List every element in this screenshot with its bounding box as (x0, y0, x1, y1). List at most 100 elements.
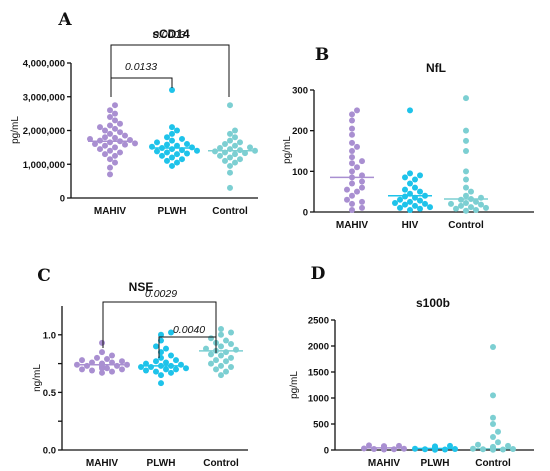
data-point (112, 134, 118, 141)
data-point (143, 367, 149, 374)
y-tick-label: 1.0 (43, 330, 56, 341)
data-point (247, 144, 253, 151)
data-point (391, 446, 397, 453)
data-point (169, 87, 175, 93)
data-point (89, 359, 95, 366)
data-point (366, 442, 372, 449)
data-point (122, 141, 128, 148)
data-point (117, 120, 123, 127)
data-point (208, 360, 214, 367)
data-point (232, 134, 238, 141)
data-point (490, 434, 496, 440)
data-point (163, 359, 169, 366)
data-point (109, 359, 115, 366)
y-axis-label: pg/mL (289, 371, 300, 399)
data-point (407, 107, 413, 114)
y-tick-label: 0.5 (43, 388, 57, 399)
data-point (217, 145, 223, 152)
data-point (102, 142, 108, 149)
data-point (402, 186, 408, 193)
data-point (173, 366, 179, 373)
panel-B: B NfL pg/mL 0 100 200 300 MAHIV HIV Control (282, 45, 534, 231)
data-point (153, 368, 159, 375)
data-point (463, 200, 469, 207)
data-point (417, 188, 423, 195)
data-point (232, 127, 238, 134)
data-point (448, 200, 454, 207)
data-point (371, 445, 377, 452)
data-point (344, 186, 350, 193)
data-point (169, 130, 175, 137)
data-point (164, 157, 170, 164)
y-axis-label: pg/mL (282, 136, 293, 164)
data-point (217, 152, 223, 159)
x-tick-label: MAHIV (368, 458, 401, 469)
data-point (117, 149, 123, 156)
data-point (223, 358, 229, 365)
data-point (169, 137, 175, 144)
data-point (109, 368, 115, 375)
data-point (349, 139, 355, 146)
data-point (114, 362, 120, 369)
data-point (107, 114, 113, 120)
data-point (407, 180, 413, 187)
data-point (107, 171, 113, 178)
data-point (218, 352, 224, 359)
data-point (104, 365, 110, 372)
data-point (227, 169, 233, 176)
x-tick-label: PLWH (147, 458, 176, 469)
panel-letter: B (315, 45, 329, 65)
data-point (223, 349, 229, 356)
data-point (412, 184, 418, 191)
data-point (402, 201, 408, 208)
data-point (222, 157, 228, 164)
data-point (222, 141, 228, 147)
data-point (107, 147, 113, 154)
data-point (153, 343, 159, 350)
data-point (468, 188, 474, 195)
panel-letter: D (311, 264, 326, 284)
data-point (213, 357, 219, 364)
data-point (164, 149, 170, 156)
data-point (102, 127, 108, 134)
data-point (417, 197, 423, 204)
data-point (163, 345, 169, 352)
data-point (349, 111, 355, 118)
data-point (447, 442, 453, 449)
data-point (349, 148, 355, 154)
data-point (232, 142, 238, 149)
data-point (463, 148, 469, 154)
data-point (99, 339, 105, 346)
data-point (228, 364, 234, 371)
data-point (79, 366, 85, 373)
data-point (359, 184, 365, 191)
p-value-label: 0.0040 (173, 324, 205, 336)
data-point (218, 372, 224, 379)
data-point (422, 200, 428, 207)
data-point (349, 125, 355, 132)
x-tick-label: Control (475, 458, 511, 469)
y-tick-label: 0 (60, 194, 65, 205)
y-tick-label: 1500 (308, 368, 329, 379)
data-point (227, 154, 233, 161)
data-point (223, 368, 229, 375)
data-point (74, 361, 80, 368)
data-point (112, 152, 118, 159)
x-tick-label: Control (448, 220, 484, 231)
panel-C: C NSE ng/mL 0.0 0.5 1.0 MAHIV PLWH Control 0.0029… (32, 266, 248, 469)
data-point (184, 150, 190, 157)
data-point (107, 139, 113, 146)
data-point (344, 196, 350, 203)
data-point (227, 137, 233, 144)
p-value-label: 0.0003 (153, 29, 185, 41)
data-point (158, 372, 164, 379)
data-point (154, 139, 160, 146)
data-point (143, 360, 149, 367)
y-tick-label: 0.0 (43, 446, 56, 457)
data-point (354, 188, 360, 195)
chart-title: NSE (129, 280, 154, 294)
data-point (475, 441, 481, 448)
data-point (112, 125, 118, 132)
